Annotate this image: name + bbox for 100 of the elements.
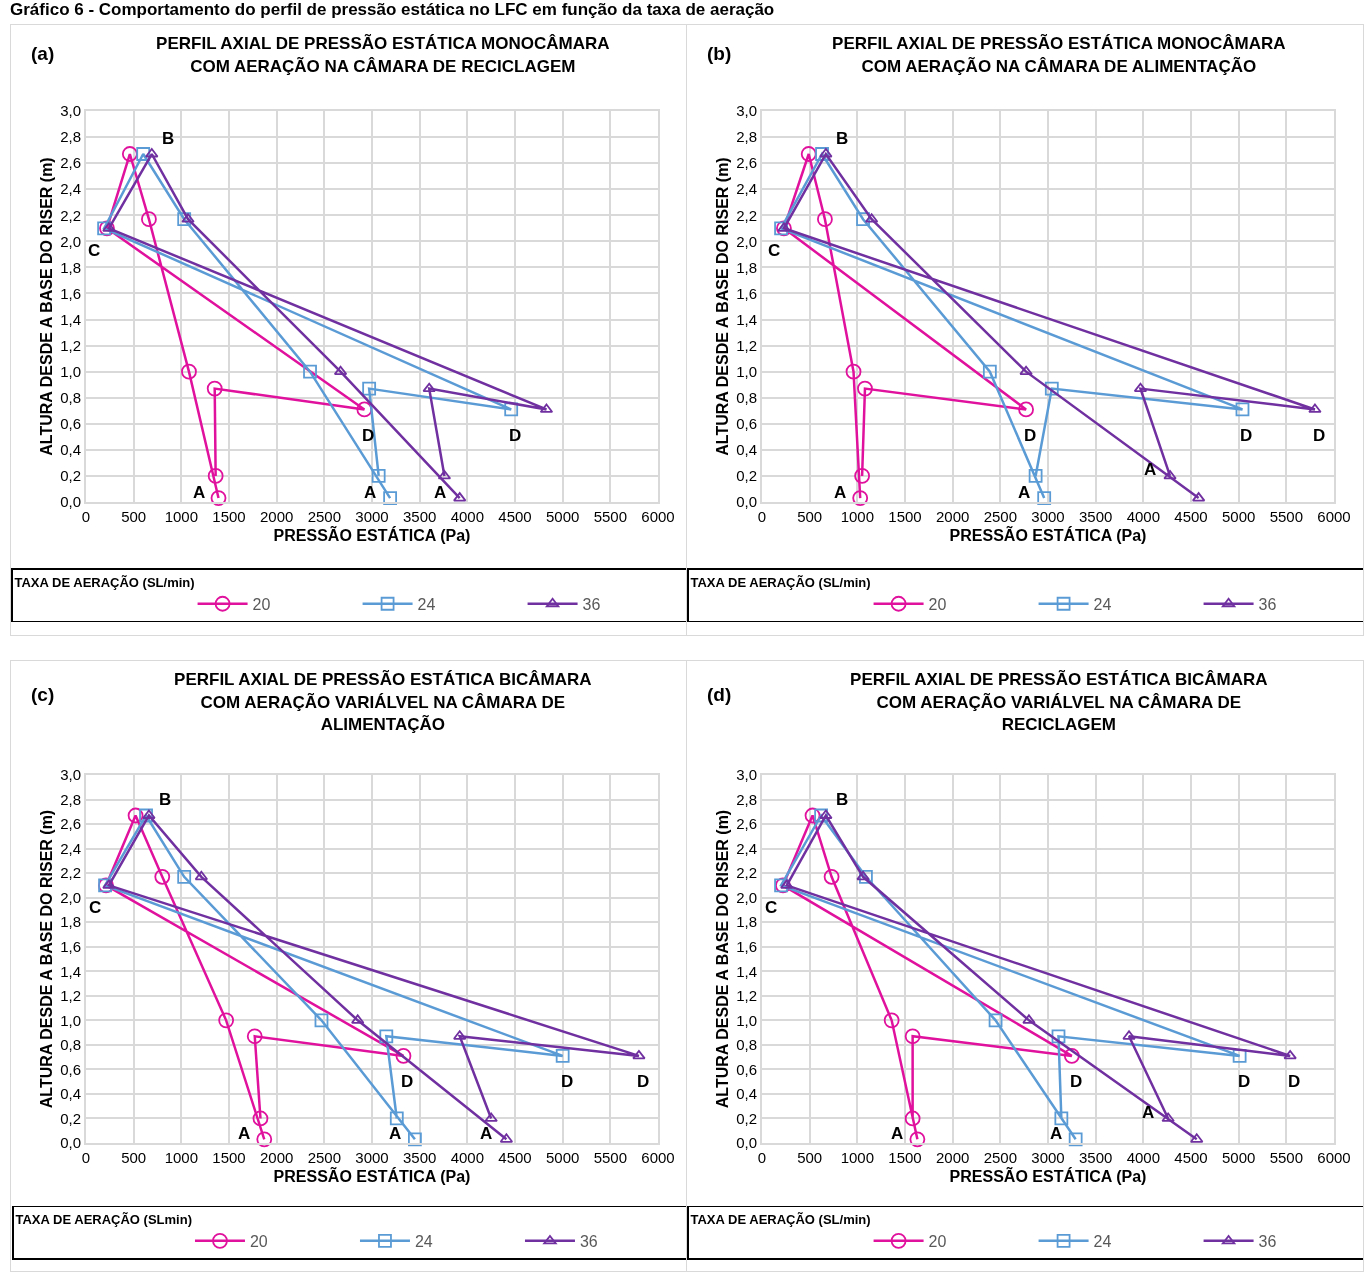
- text: (d): [707, 684, 732, 705]
- point: [484, 1112, 498, 1122]
- y-tick-label: 0,0: [60, 493, 81, 511]
- legend-label: 20: [928, 596, 947, 614]
- y-tick-label: 0,2: [60, 467, 81, 485]
- x-tick-label: 5000: [545, 1149, 580, 1166]
- y-tick-label: 0,6: [736, 415, 757, 433]
- x-tick-label: 6000: [1317, 1149, 1351, 1166]
- annotation: A: [389, 1124, 402, 1143]
- annotation: B: [836, 129, 849, 148]
- y-tick-label: 2,4: [60, 839, 81, 857]
- x-tick-label: 5000: [545, 508, 580, 525]
- y-tick-label: 1,4: [736, 310, 757, 328]
- point: [1133, 382, 1148, 393]
- legend-label: 24: [414, 1233, 433, 1251]
- y-tick-label: 2,8: [736, 790, 757, 808]
- point: [256, 1131, 273, 1148]
- y-axis-title: ALTURA DESDE A BASE DO RISER (m): [713, 809, 731, 1109]
- point: [1063, 1048, 1080, 1064]
- x-tick-label: 2500: [983, 508, 1018, 525]
- y-tick-label: 1,6: [60, 284, 81, 302]
- y-tick-label: 0,2: [736, 467, 757, 485]
- point: [1190, 1133, 1204, 1143]
- point: [856, 212, 870, 227]
- point: [1051, 1029, 1066, 1044]
- point: [207, 468, 224, 484]
- x-tick-label: 500: [797, 508, 823, 525]
- x-tick-label: 0: [757, 1149, 767, 1166]
- annotation: A: [1144, 460, 1157, 479]
- point: [252, 1110, 269, 1127]
- x-tick-label: 4500: [498, 1149, 532, 1166]
- legend-label: 24: [417, 596, 436, 614]
- point: [819, 809, 833, 819]
- x-tick-label: 6000: [641, 508, 675, 525]
- x-tick-label: 4500: [1174, 1149, 1208, 1166]
- point: [181, 363, 197, 380]
- point: [780, 879, 794, 889]
- legend-title: TAXA DE AERAÇÃO (SL/min): [690, 574, 871, 590]
- annotation: D: [1024, 426, 1037, 445]
- point: [982, 364, 997, 379]
- chart-title: PERFIL AXIAL DE PRESSÃO ESTÁTICA BICÂMARA COM AERAÇÃO VARIÁLVEL NA CÂMARA DE RECICLAGEM: [850, 669, 1268, 734]
- point: [1235, 402, 1250, 417]
- x-axis-title: PRESSÃO ESTÁTICA (Pa): [949, 1166, 1147, 1186]
- point: [1037, 491, 1052, 505]
- y-tick-label: 1,4: [736, 962, 757, 980]
- annotation: C: [765, 898, 778, 917]
- y-tick-label: 1,2: [60, 987, 81, 1005]
- annotation: D: [561, 1072, 574, 1091]
- y-tick-label: 2,0: [60, 232, 81, 250]
- point: [909, 1131, 926, 1148]
- annotation: A: [193, 483, 206, 502]
- annotation: A: [434, 483, 447, 502]
- annotation: B: [162, 129, 175, 148]
- y-tick-label: 2,6: [736, 815, 757, 833]
- y-tick-label: 1,2: [736, 987, 757, 1005]
- legend-title: TAXA DE AERAÇÃO (SL/min): [690, 1211, 871, 1227]
- y-tick-label: 2,8: [60, 128, 81, 146]
- annotation: A: [480, 1124, 493, 1143]
- x-tick-label: 5000: [1221, 1149, 1256, 1166]
- point: [145, 148, 159, 158]
- x-tick-label: 3500: [1078, 1149, 1113, 1166]
- annotation: B: [159, 790, 172, 809]
- y-axis-title: ALTURA DESDE A BASE DO RISER (m): [37, 157, 55, 456]
- point: [453, 492, 467, 502]
- x-tick-label: 5500: [593, 508, 628, 525]
- text: (b): [707, 43, 732, 64]
- x-tick-label: 5500: [1269, 508, 1304, 525]
- point: [102, 879, 116, 889]
- y-tick-label: 0,4: [60, 441, 81, 459]
- point: [127, 807, 144, 824]
- point: [817, 211, 833, 228]
- point: [154, 868, 171, 885]
- x-tick-label: 4500: [1174, 508, 1208, 525]
- point: [136, 147, 151, 161]
- point: [206, 380, 223, 397]
- annotation: D: [1238, 1072, 1251, 1091]
- annotation: A: [891, 1124, 904, 1143]
- y-tick-label: 0,0: [736, 1134, 757, 1152]
- point: [854, 468, 870, 484]
- point: [555, 1049, 570, 1063]
- y-tick-label: 2,8: [736, 128, 757, 146]
- point: [422, 382, 436, 393]
- chart-title: PERFIL AXIAL DE PRESSÃO ESTÁTICA BICÂMARA COM AERAÇÃO VARIÁLVEL NA CÂMARA DE ALIMENTAÇÃO: [174, 669, 592, 734]
- point: [218, 1012, 235, 1029]
- x-tick-label: 6000: [1317, 508, 1351, 525]
- legend-label: 36: [582, 596, 601, 614]
- y-tick-label: 1,2: [736, 336, 757, 354]
- y-tick-label: 0,0: [60, 1134, 81, 1152]
- x-tick-label: 1500: [212, 1149, 246, 1166]
- x-tick-label: 4000: [450, 1149, 485, 1166]
- y-tick-label: 0,4: [736, 441, 757, 459]
- x-tick-label: 2000: [935, 508, 970, 525]
- point: [1044, 381, 1059, 396]
- y-tick-label: 2,6: [60, 154, 81, 172]
- x-tick-label: 1500: [212, 508, 246, 525]
- x-tick-label: 3500: [402, 1149, 437, 1166]
- x-tick-label: 500: [121, 1149, 147, 1166]
- point: [141, 211, 157, 228]
- y-axis-title: ALTURA DESDE A BASE DO RISER (m): [713, 157, 731, 456]
- x-tick-label: 2000: [259, 1149, 294, 1166]
